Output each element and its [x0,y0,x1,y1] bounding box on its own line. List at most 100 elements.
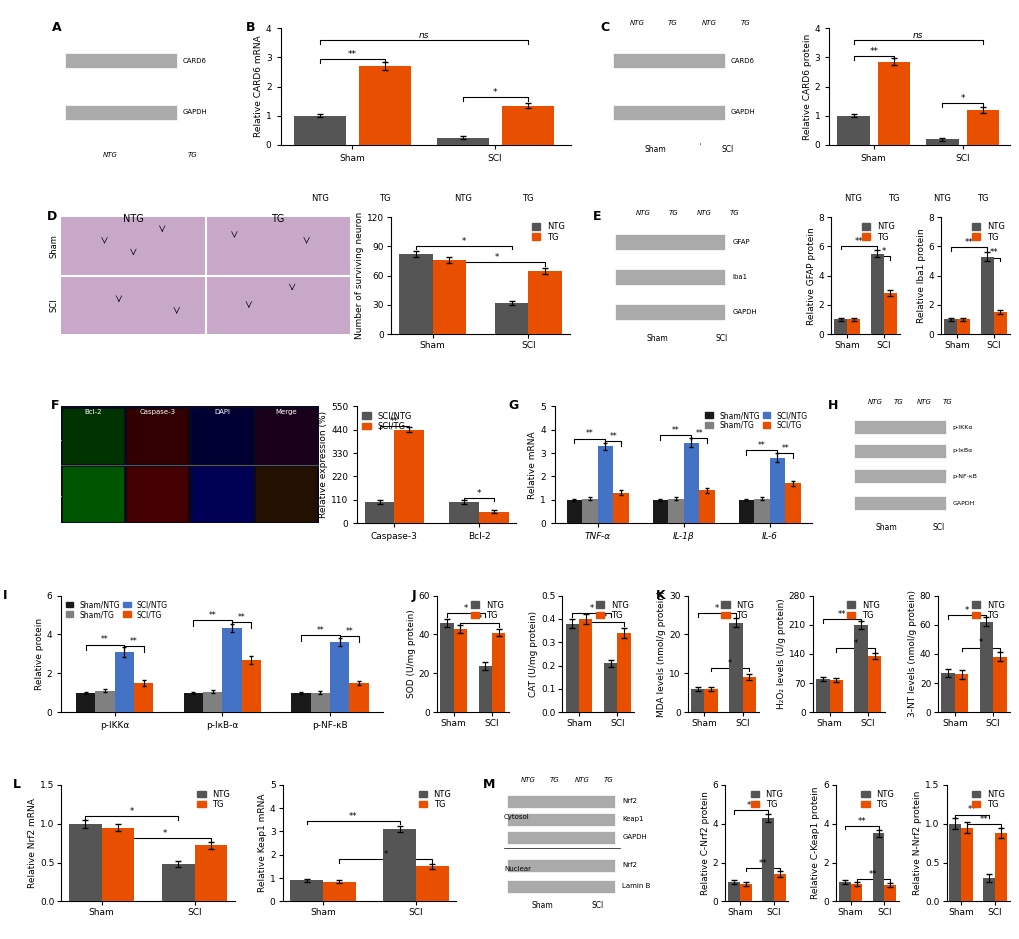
Bar [162,864,195,901]
Text: GAPDH: GAPDH [182,109,207,115]
Bar [834,319,846,334]
Bar [966,110,998,145]
Text: **: ** [348,811,357,821]
Text: *: * [129,807,133,816]
Text: F: F [51,399,59,412]
Y-axis label: MDA levels (nmol/g protein): MDA levels (nmol/g protein) [657,591,665,717]
Text: TG: TG [667,20,678,25]
Text: **: ** [868,47,877,56]
Text: SCI/NTG: SCI/NTG [56,422,62,450]
Bar [479,512,508,523]
Bar [383,829,416,901]
Text: Sham: Sham [50,235,59,258]
Bar [398,254,432,334]
Bar [582,499,597,523]
Text: **: ** [837,610,846,619]
Text: **: ** [857,817,865,825]
Text: SCI: SCI [715,334,728,343]
Text: Cytosol: Cytosol [503,814,529,821]
Bar [449,502,479,523]
Text: TG: TG [378,194,390,203]
Bar [365,502,394,523]
Bar [603,663,616,713]
Bar [491,633,504,713]
Bar [871,833,883,901]
Text: Nrf2: Nrf2 [622,862,637,869]
Bar [838,882,850,901]
Bar [870,254,882,334]
Bar [290,693,310,713]
Bar [359,66,411,145]
Bar [739,884,751,901]
Bar [310,693,329,713]
Text: Caspase-3: Caspase-3 [140,408,175,415]
Text: Nuclear: Nuclear [503,866,530,871]
Text: Bcl-2: Bcl-2 [85,408,102,415]
Y-axis label: CAT (U/mg protein): CAT (U/mg protein) [529,611,538,697]
FancyBboxPatch shape [506,813,614,825]
Bar [436,138,488,145]
Text: **: ** [967,806,975,814]
Text: TG: TG [668,210,678,216]
Text: *: * [383,850,387,859]
Text: L: L [12,777,20,791]
Bar [192,408,252,463]
Text: NTG: NTG [123,214,144,224]
Bar [949,824,960,901]
Text: GAPDH: GAPDH [730,109,755,115]
FancyBboxPatch shape [614,269,725,285]
Text: **: ** [854,237,862,246]
Bar [941,673,954,713]
Text: TG: TG [187,152,198,158]
Text: **: ** [345,627,353,636]
Bar [980,256,993,334]
Text: TG: TG [740,20,749,25]
Text: **: ** [586,429,593,439]
Bar [329,642,348,713]
Text: **: ** [757,441,765,450]
Bar [63,467,123,521]
Legend: NTG, TG: NTG, TG [719,600,754,621]
Bar [753,499,769,523]
Text: *: * [464,605,468,613]
Y-axis label: Relative C-Nrf2 protein: Relative C-Nrf2 protein [700,792,709,895]
Text: p-NF-κB: p-NF-κB [952,474,976,479]
Y-axis label: 3-NT levels (nmol/g protein): 3-NT levels (nmol/g protein) [907,591,916,717]
Bar [729,623,742,713]
Text: NTG: NTG [701,20,716,25]
Text: NTG: NTG [867,399,881,405]
Text: B: B [246,22,255,34]
FancyBboxPatch shape [612,54,725,69]
Text: TG: TG [271,214,284,224]
Text: TG: TG [729,210,739,216]
Text: TG: TG [893,399,903,405]
Text: TG: TG [976,194,987,203]
Text: GAPDH: GAPDH [732,309,757,315]
Bar [683,442,698,523]
Bar [728,882,739,901]
Bar [127,408,187,463]
Bar [293,115,345,145]
Text: DAPI: DAPI [214,408,230,415]
Text: *: * [853,639,857,648]
Bar [567,500,582,523]
Text: **: ** [672,426,679,435]
Bar [203,692,222,713]
Text: Lamin B: Lamin B [622,884,650,889]
Bar [882,293,896,334]
Text: Merge: Merge [275,408,297,415]
Bar [815,679,828,713]
Text: H: H [826,399,837,412]
Bar [256,467,316,521]
Bar [667,499,683,523]
Text: **: ** [101,636,109,644]
FancyBboxPatch shape [614,303,725,320]
Text: Sham: Sham [531,901,552,911]
Bar [69,824,102,901]
Text: G: G [508,399,519,412]
Y-axis label: Relative expression (%): Relative expression (%) [319,411,328,518]
Text: Keap1: Keap1 [622,816,643,822]
Bar [453,628,467,713]
Bar [114,652,133,713]
FancyBboxPatch shape [854,497,946,510]
